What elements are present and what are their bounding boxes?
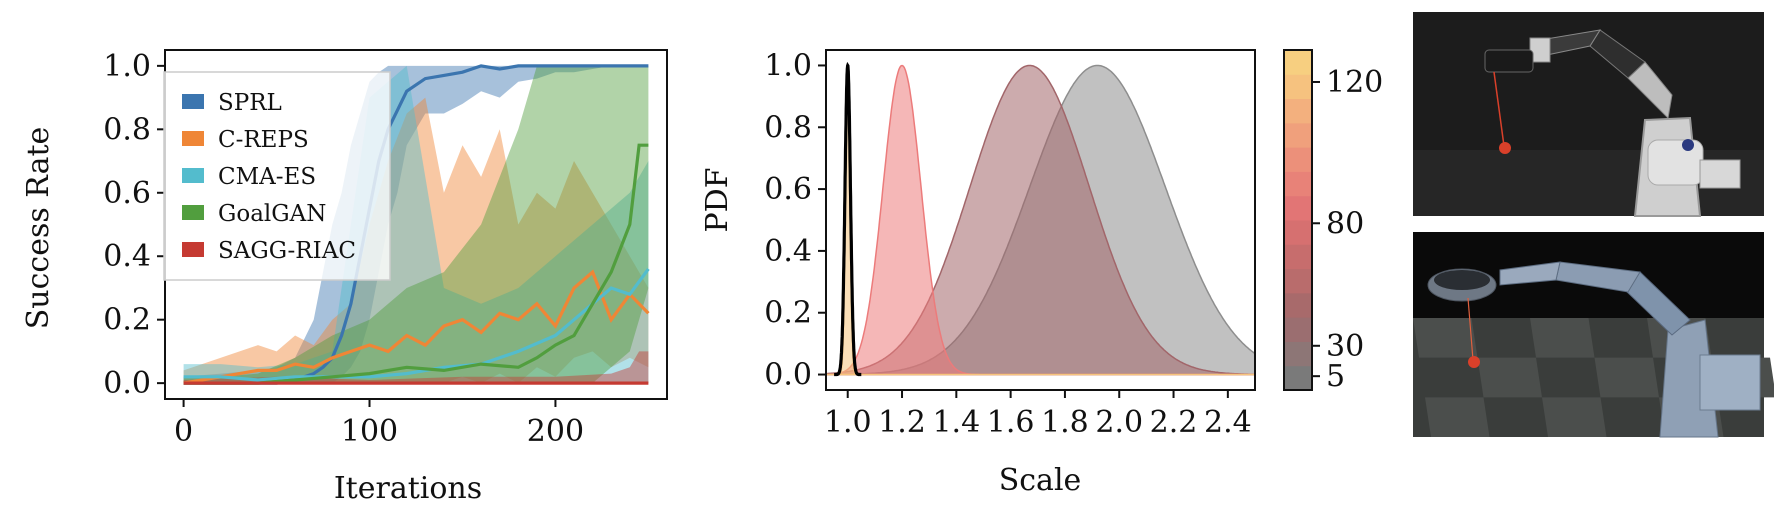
colorbar-segment: [1284, 195, 1312, 221]
ball-sim: [1468, 356, 1480, 368]
floor-tile: [1413, 318, 1478, 358]
mid-x-ticks: 1.0 1.2 1.4 1.6 1.8 2.0 2.2 2.4: [824, 390, 1252, 440]
ball: [1499, 142, 1511, 154]
colorbar-tick-label: 80: [1326, 206, 1364, 241]
colorbar-frame: [1283, 49, 1313, 391]
robot-arm: [1484, 29, 1741, 217]
floor-tile: [1477, 357, 1542, 398]
robot-arm-sim: [1427, 261, 1761, 438]
left-y-tick-label: 0.4: [103, 239, 151, 274]
distribution-areas: [826, 61, 1255, 377]
floor-tile: [1425, 397, 1490, 437]
legend: SPRL C-REPS CMA-ES GoalGAN SAGG-RIAC: [163, 71, 391, 281]
band-c-reps: [183, 97, 649, 384]
mid-axes-frame: [825, 49, 1256, 391]
colorbar-tick-label: 5: [1326, 359, 1345, 394]
mid-x-tick-label: 2.2: [1150, 405, 1198, 440]
target-distribution-line: [834, 61, 862, 377]
mid-x-tick-label: 1.8: [1041, 405, 1089, 440]
success-rate-plot: 0 100 200 0.0 0.2 0.4 0.6 0.8 1.0 Iterations Su…: [21, 49, 668, 506]
left-y-tick-label: 0.0: [103, 366, 151, 401]
floor-tile: [1542, 397, 1607, 437]
colorbar: 530 80 120: [1283, 49, 1383, 394]
colorbar-segment: [1284, 365, 1312, 391]
floor-tile: [1594, 357, 1659, 398]
colorbar-segment: [1284, 244, 1312, 270]
mid-y-label: PDF: [700, 167, 735, 232]
colorbar-segment: [1284, 341, 1312, 367]
mid-y-ticks: 0.0 0.2 0.4 0.6 0.8 1.0: [764, 48, 826, 393]
confidence-bands: [183, 65, 649, 384]
colorbar-segment: [1284, 171, 1312, 197]
left-y-tick-label: 1.0: [103, 49, 151, 84]
colorbar-segment: [1284, 50, 1312, 75]
colorbar-segment: [1284, 317, 1312, 342]
mid-x-tick-label: 1.6: [987, 405, 1035, 440]
pdf-area-iter-120: [826, 67, 1255, 376]
band-sprl: [183, 65, 649, 384]
legend-swatch-sprl: [182, 94, 204, 109]
left-x-tick-label: 100: [341, 414, 398, 449]
mid-x-label: Scale: [999, 463, 1082, 498]
mid-x-tick-label: 1.4: [932, 405, 980, 440]
left-x-ticks: 0 100 200: [174, 399, 584, 449]
left-y-ticks: 0.0 0.2 0.4 0.6 0.8 1.0: [103, 49, 165, 401]
colorbar-segment: [1284, 74, 1312, 100]
band-sagg-riac: [183, 351, 649, 384]
colorbar-tick-label: 120: [1326, 65, 1383, 100]
legend-label-cma-es: CMA-ES: [218, 164, 316, 190]
real-robot-photo: [1413, 12, 1764, 217]
legend-swatch-goalgan: [182, 205, 204, 220]
line-goalgan: [183, 143, 649, 385]
legend-label-sagg-riac: SAGG-RIAC: [218, 238, 356, 264]
mid-x-tick-label: 1.2: [878, 405, 926, 440]
mid-y-tick-label: 0.6: [764, 172, 812, 207]
legend-swatch-sagg-riac: [182, 242, 204, 257]
mid-y-tick-label: 1.0: [764, 48, 812, 83]
floor-tile: [1530, 318, 1595, 358]
band-goalgan: [183, 65, 649, 384]
mid-y-tick-label: 0.0: [764, 358, 812, 393]
mid-y-tick-label: 0.8: [764, 110, 812, 145]
mid-y-tick-label: 0.4: [764, 234, 812, 269]
colorbar-tick-label: 30: [1326, 329, 1364, 364]
colorbar-segment: [1284, 292, 1312, 318]
legend-label-goalgan: GoalGAN: [218, 201, 326, 227]
band-cma-es: [183, 65, 649, 384]
pdf-plot: 1.0 1.2 1.4 1.6 1.8 2.0 2.2 2.4 0.00.20.40.60.8…: [700, 48, 1383, 498]
left-y-tick-label: 0.2: [103, 303, 151, 338]
mid-x-tick-label: 2.0: [1095, 405, 1143, 440]
legend-swatch-c-reps: [182, 131, 204, 146]
mid-x-tick-label: 2.4: [1204, 405, 1252, 440]
colorbar-segment: [1284, 98, 1312, 124]
mid-x-tick-label: 1.0: [824, 405, 872, 440]
mean-lines: [183, 64, 650, 385]
left-y-tick-label: 0.6: [103, 176, 151, 211]
left-y-tick-label: 0.8: [103, 112, 151, 147]
legend-swatch-cma-es: [182, 168, 204, 183]
left-x-label: Iterations: [334, 471, 482, 506]
colorbar-segment: [1284, 147, 1312, 172]
colorbar-segment: [1284, 220, 1312, 245]
simulated-robot-render: [1413, 232, 1774, 438]
left-x-tick-label: 200: [527, 414, 584, 449]
legend-label-sprl: SPRL: [218, 90, 282, 116]
colorbar-segment: [1284, 122, 1312, 148]
left-x-tick-label: 0: [174, 414, 193, 449]
line-c-reps: [183, 269, 650, 385]
left-y-label: Success Rate: [21, 127, 56, 330]
colorbar-segment: [1284, 268, 1312, 294]
mid-y-tick-label: 0.2: [764, 296, 812, 331]
legend-label-c-reps: C-REPS: [218, 127, 309, 153]
